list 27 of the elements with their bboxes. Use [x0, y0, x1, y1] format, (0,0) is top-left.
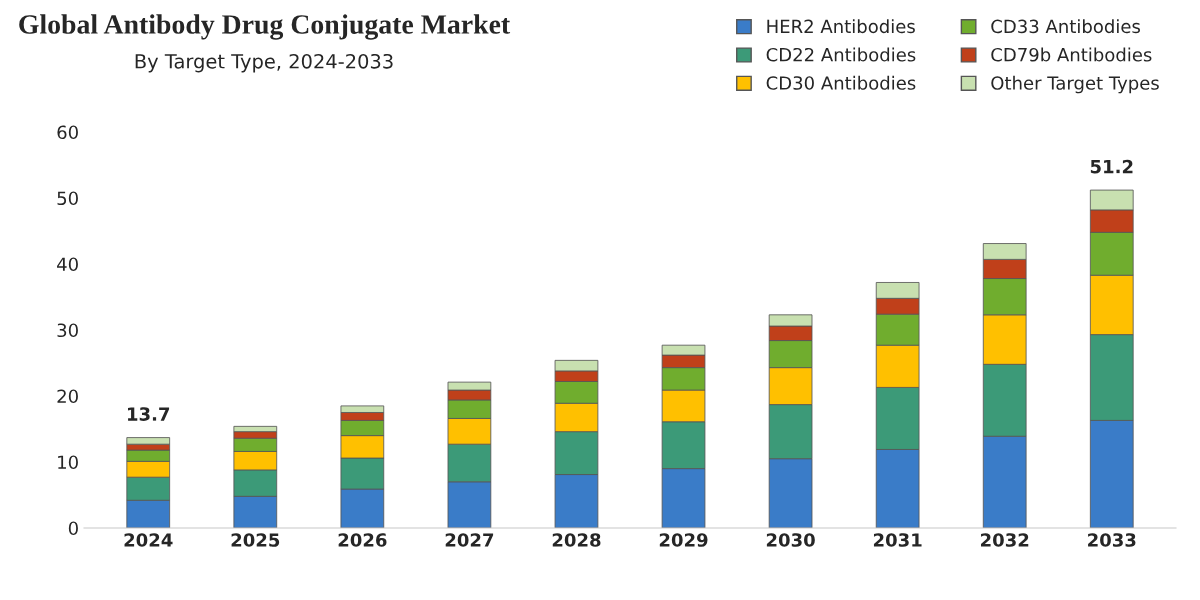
y-tick-label: 50 — [57, 191, 78, 206]
y-tick-label: 0 — [68, 521, 78, 536]
y-tick-label: 40 — [57, 257, 78, 272]
x-tick-label: 2029 — [659, 533, 708, 547]
x-tick-label: 2026 — [338, 533, 387, 547]
x-tick-label: 2033 — [1088, 533, 1136, 547]
x-tick-label: 2027 — [445, 533, 494, 547]
total-label: 51.2 — [1090, 159, 1133, 174]
x-tick-label: 2025 — [231, 533, 280, 547]
legend-label: CD33 Antibodies — [991, 19, 1140, 34]
chart-subtitle: By Target Type, 2024-2033 — [135, 53, 393, 73]
legend-label: CD30 Antibodies — [766, 75, 916, 90]
legend-label: Other Target Types — [991, 75, 1159, 94]
y-tick-label: 60 — [57, 125, 78, 140]
y-tick-label: 10 — [58, 455, 78, 470]
x-tick-label: 2024 — [124, 533, 173, 547]
x-tick-label: 2032 — [981, 533, 1029, 547]
y-tick-label: 20 — [57, 389, 78, 404]
y-tick-label: 30 — [57, 323, 78, 338]
chart-title: Global Antibody Drug Conjugate Market — [19, 14, 511, 40]
legend-label: HER2 Antibodies — [767, 19, 915, 34]
legend-label: CD79b Antibodies — [991, 47, 1152, 62]
x-tick-label: 2030 — [766, 533, 815, 547]
total-label: 13.7 — [128, 407, 170, 421]
x-tick-label: 2031 — [873, 533, 922, 547]
x-tick-label: 2028 — [552, 533, 601, 547]
legend-label: CD22 Antibodies — [766, 47, 916, 62]
